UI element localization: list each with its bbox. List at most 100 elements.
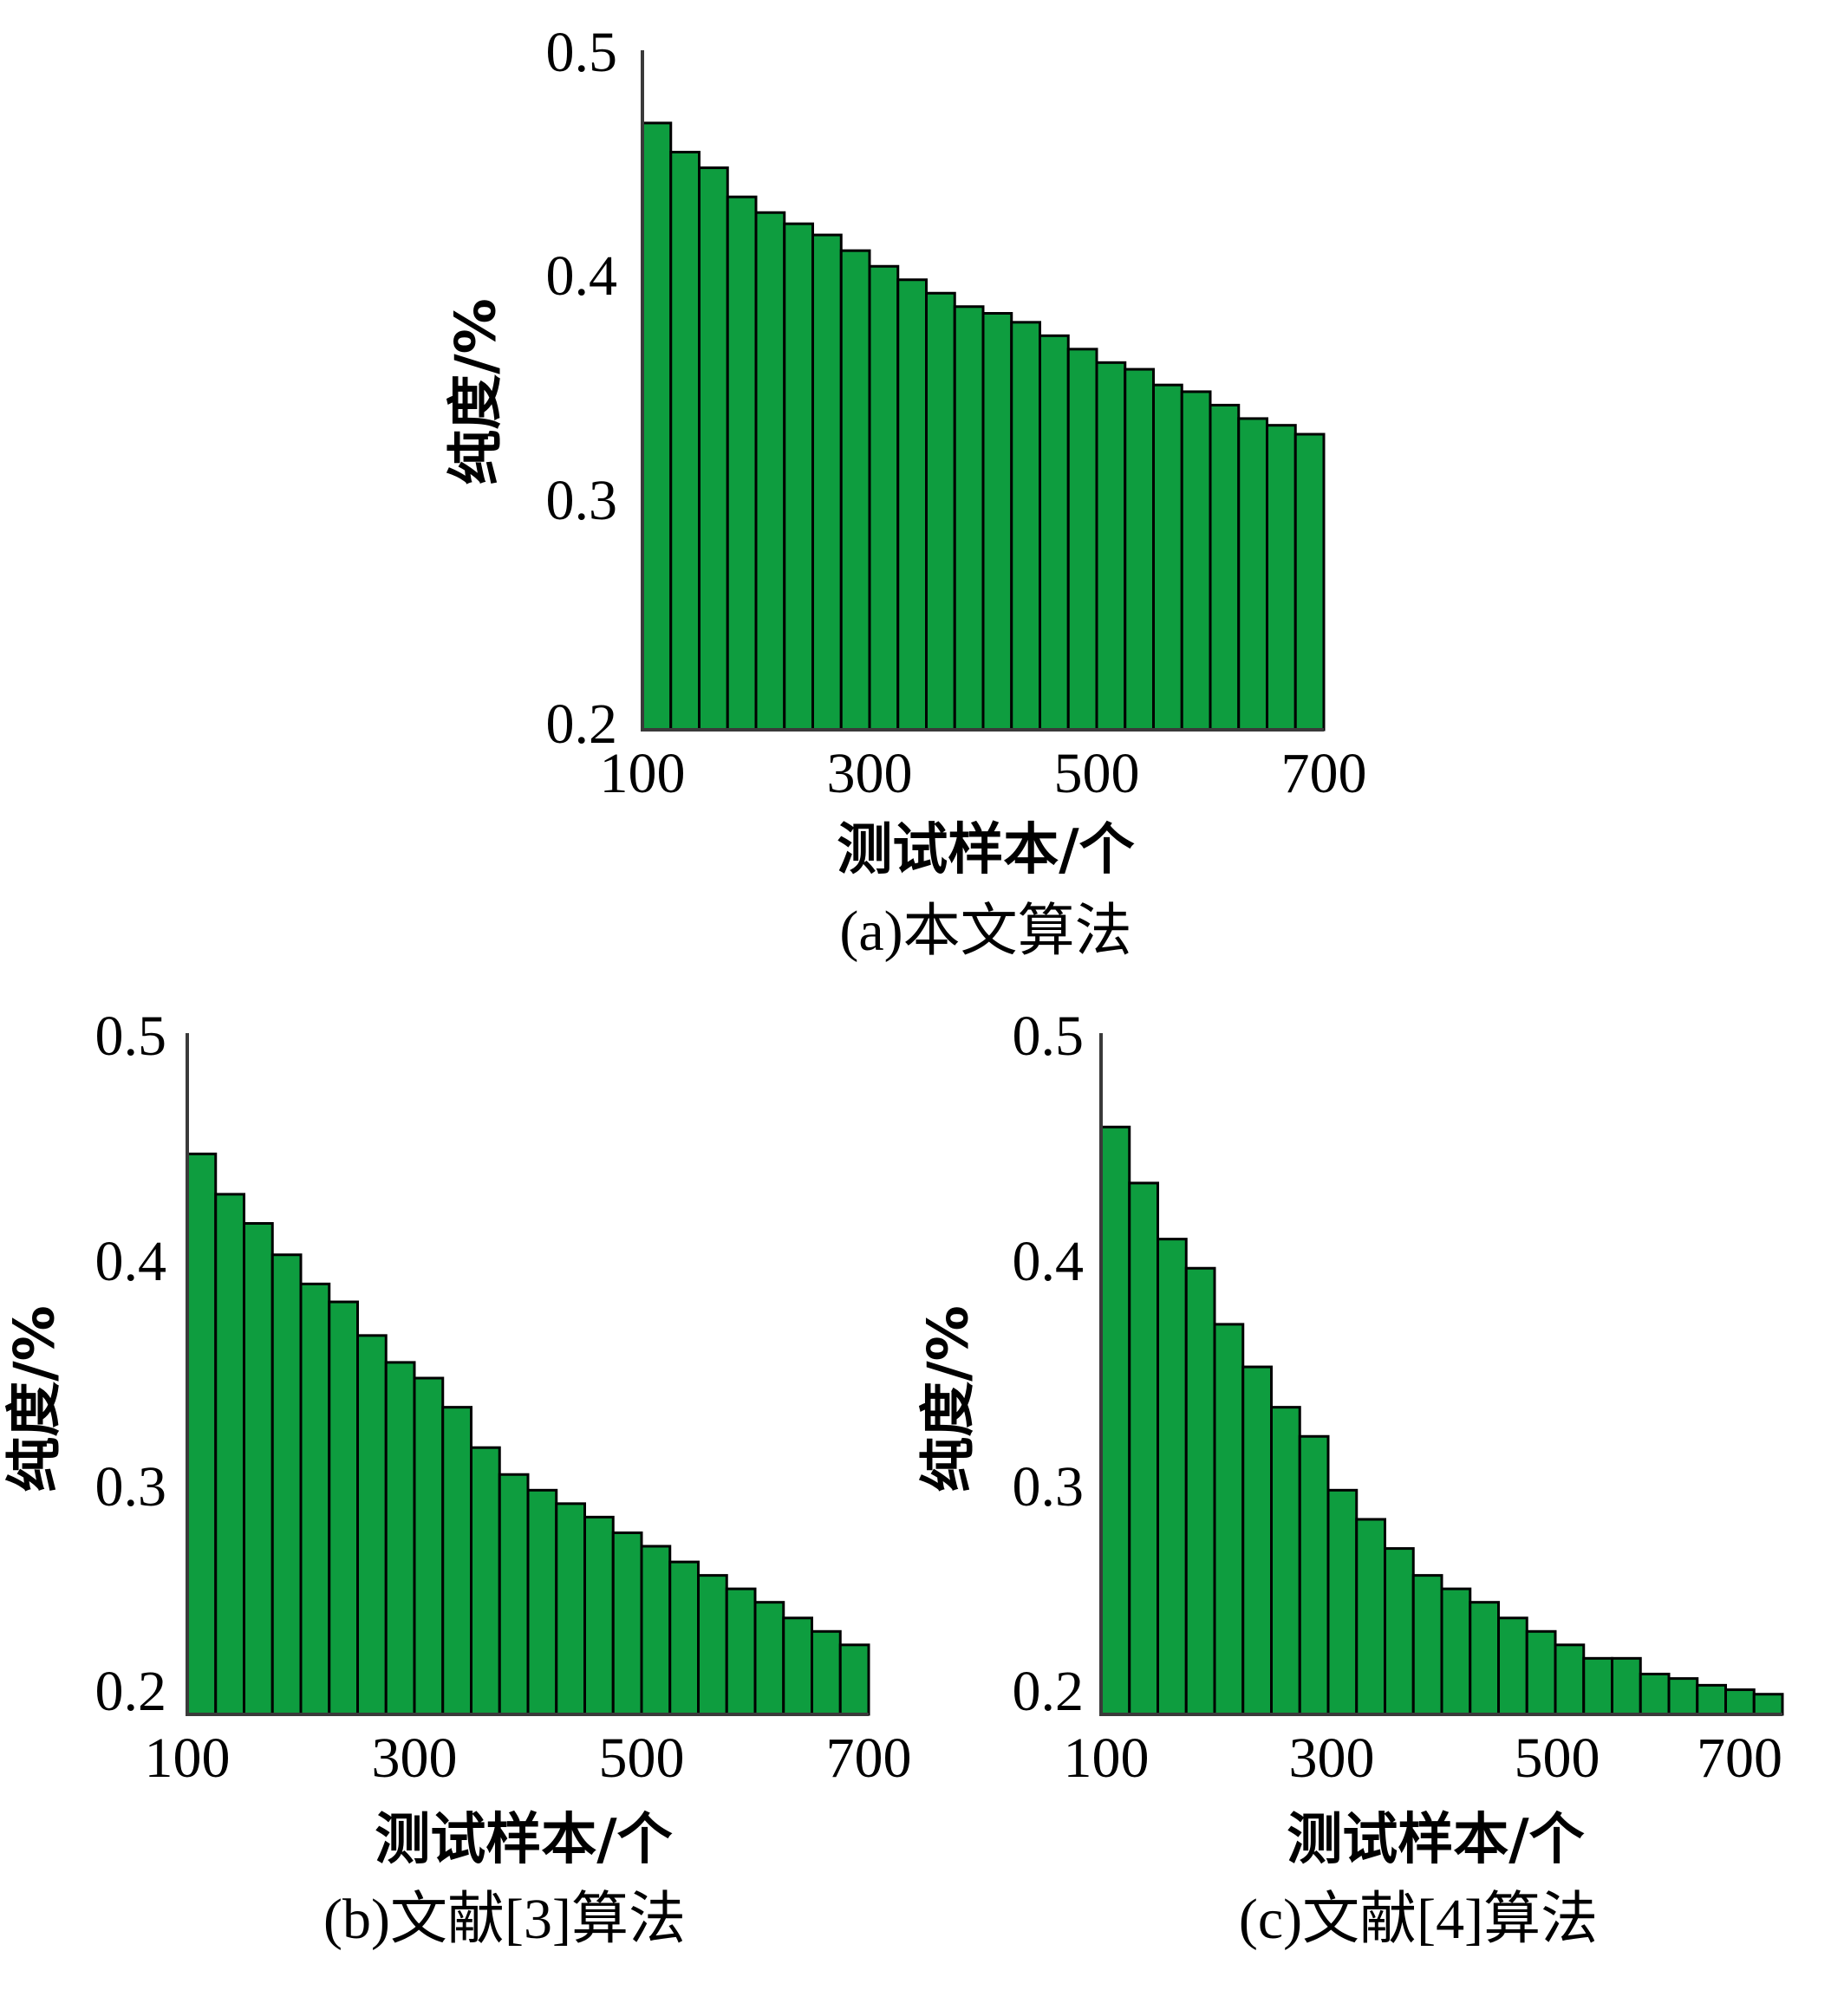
y-axis-title-b: 纯度/% (3, 1305, 68, 1492)
bar-c-22 (1724, 1688, 1756, 1716)
bar-a-20 (1209, 403, 1241, 732)
bars-b (186, 1152, 870, 1716)
y-axis-title-c: 纯度/% (917, 1305, 981, 1492)
xtick-b-2: 500 (599, 1727, 685, 1790)
x-axis-title-a: 测试样本/个 (837, 818, 1134, 882)
xtick-a-3: 700 (1281, 742, 1367, 805)
bar-b-16 (640, 1545, 672, 1716)
bar-c-15 (1525, 1629, 1557, 1716)
bar-a-7 (839, 249, 871, 732)
bar-c-18 (1611, 1656, 1642, 1716)
xtick-b-1: 300 (372, 1727, 458, 1790)
bar-c-6 (1270, 1406, 1301, 1716)
bar-b-3 (270, 1253, 303, 1716)
bar-c-19 (1639, 1672, 1671, 1716)
bar-c-17 (1582, 1656, 1613, 1716)
bar-c-12 (1440, 1587, 1472, 1716)
bar-c-10 (1384, 1547, 1415, 1716)
xtick-b-3: 700 (826, 1727, 912, 1790)
bar-a-18 (1152, 383, 1183, 732)
bar-a-16 (1095, 361, 1127, 732)
bar-a-3 (726, 195, 758, 732)
bar-a-2 (698, 166, 729, 732)
bar-b-17 (668, 1560, 700, 1716)
bar-b-7 (384, 1361, 416, 1716)
bar-b-1 (214, 1193, 245, 1716)
bar-c-1 (1128, 1181, 1159, 1716)
bar-a-1 (669, 151, 700, 732)
bar-b-9 (441, 1406, 472, 1716)
bar-b-18 (697, 1574, 728, 1716)
bar-c-20 (1667, 1677, 1699, 1716)
ytick-a-3: 0.5 (546, 21, 618, 84)
bar-b-12 (526, 1488, 558, 1716)
xtick-c-0: 100 (1064, 1727, 1150, 1790)
ytick-a-0: 0.2 (546, 693, 618, 756)
bar-b-5 (328, 1300, 359, 1716)
bars-c (1099, 1125, 1784, 1716)
bar-b-19 (725, 1587, 757, 1716)
ytick-c-0: 0.2 (1013, 1660, 1085, 1723)
bar-b-10 (470, 1446, 501, 1716)
caption-c: (c)文献[4]算法 (1239, 1888, 1598, 1951)
ytick-c-1: 0.3 (1013, 1455, 1085, 1519)
chart-panel-a: 0.2 0.3 0.4 0.5 100 300 500 700 测试样本/个 纯… (445, 21, 1367, 963)
bar-b-13 (555, 1502, 586, 1716)
xtick-c-3: 700 (1697, 1727, 1782, 1790)
x-axis-title-b: 测试样本/个 (375, 1808, 672, 1872)
bar-c-11 (1411, 1574, 1443, 1716)
bar-c-13 (1469, 1601, 1500, 1716)
bar-a-17 (1124, 367, 1155, 732)
bar-c-0 (1099, 1125, 1131, 1716)
ytick-b-3: 0.5 (95, 1005, 167, 1068)
ytick-a-1: 0.3 (546, 469, 618, 532)
bar-a-13 (1010, 321, 1041, 732)
bar-c-16 (1554, 1643, 1586, 1716)
xtick-a-1: 300 (827, 742, 913, 805)
bars-a (641, 121, 1326, 732)
ytick-a-2: 0.4 (546, 244, 618, 308)
bar-c-7 (1298, 1434, 1330, 1716)
chart-panel-b: 0.2 0.3 0.4 0.5 100 300 500 700 测试样本/个 纯… (3, 1005, 912, 1951)
bar-b-15 (611, 1531, 643, 1716)
ytick-c-2: 0.4 (1013, 1230, 1085, 1293)
axes-b (186, 1033, 869, 1716)
caption-b: (b)文献[3]算法 (323, 1888, 686, 1951)
ytick-c-3: 0.5 (1013, 1005, 1085, 1068)
bar-b-2 (243, 1222, 274, 1716)
bar-a-10 (925, 291, 956, 732)
bar-c-4 (1213, 1323, 1245, 1716)
bar-a-14 (1039, 334, 1070, 732)
bar-b-11 (498, 1473, 530, 1716)
axes-c (1099, 1033, 1782, 1716)
ytick-b-0: 0.2 (95, 1660, 167, 1723)
bar-b-23 (838, 1643, 870, 1716)
ytick-b-2: 0.4 (95, 1230, 167, 1293)
caption-a: (a)本文算法 (839, 900, 1131, 963)
bar-c-9 (1355, 1518, 1386, 1716)
bar-c-5 (1241, 1365, 1273, 1716)
ytick-b-1: 0.3 (95, 1455, 167, 1519)
bar-a-8 (868, 264, 900, 732)
xtick-c-1: 300 (1289, 1727, 1375, 1790)
bar-c-23 (1752, 1693, 1784, 1716)
bar-a-21 (1237, 417, 1268, 732)
bar-c-14 (1497, 1616, 1528, 1716)
bar-a-15 (1066, 348, 1098, 732)
y-axis-title-a: 纯度/% (445, 298, 509, 485)
bar-b-0 (186, 1152, 218, 1716)
bar-b-22 (811, 1629, 842, 1716)
bar-b-14 (583, 1515, 615, 1716)
bar-b-20 (753, 1601, 785, 1716)
bar-a-4 (754, 211, 786, 732)
bar-a-5 (783, 222, 814, 732)
bar-b-8 (413, 1376, 445, 1716)
bar-a-6 (811, 233, 843, 732)
bar-a-0 (641, 121, 673, 732)
bar-c-8 (1326, 1488, 1359, 1716)
bar-c-3 (1184, 1266, 1216, 1716)
bar-b-6 (356, 1334, 388, 1716)
axes-a (641, 50, 1324, 732)
bar-c-21 (1696, 1683, 1727, 1716)
